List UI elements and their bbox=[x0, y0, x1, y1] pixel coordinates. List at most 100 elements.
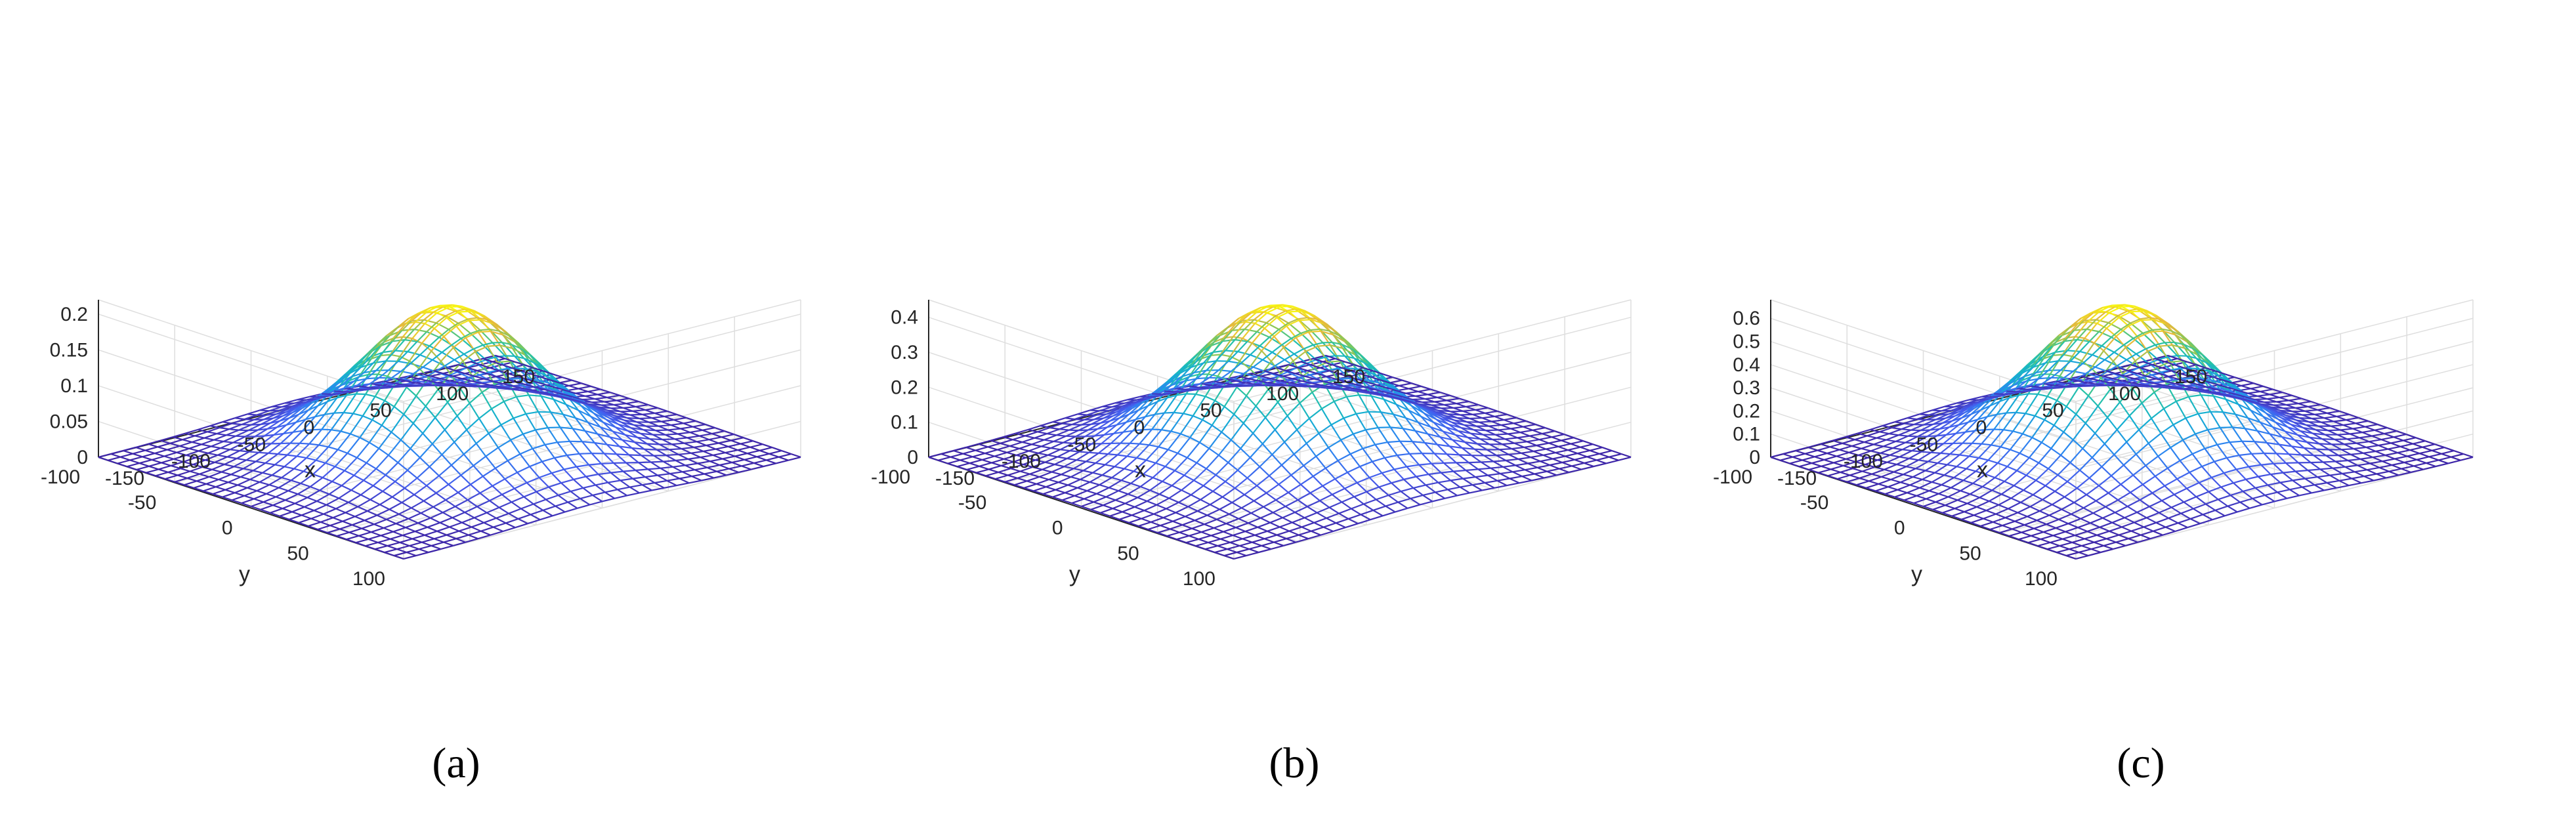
mesh-line-y bbox=[519, 389, 529, 393]
mesh-line-y bbox=[457, 318, 469, 324]
mesh-line-y bbox=[157, 446, 168, 451]
mesh-line-x bbox=[541, 457, 555, 462]
x-tick-label: 0 bbox=[304, 417, 315, 439]
mesh-line-y bbox=[1554, 430, 1565, 436]
mesh-line-y bbox=[476, 506, 488, 514]
mesh-line-y bbox=[406, 386, 417, 397]
mesh-line-y bbox=[293, 468, 304, 472]
mesh-line-y bbox=[1052, 421, 1063, 424]
mesh-line-x bbox=[1472, 481, 1485, 486]
mesh-line-x bbox=[2260, 388, 2273, 392]
mesh-line-y bbox=[625, 403, 636, 408]
mesh-line-y bbox=[222, 496, 232, 501]
wall-gridline-z bbox=[928, 421, 1235, 525]
mesh-line-y bbox=[1582, 440, 1594, 445]
mesh-line-y bbox=[1282, 304, 1293, 307]
mesh-line-x bbox=[1257, 522, 1271, 528]
mesh-line-x bbox=[488, 344, 501, 347]
mesh-line-y bbox=[1218, 360, 1229, 371]
mesh-line-y bbox=[1423, 412, 1434, 423]
mesh-line-y bbox=[665, 455, 677, 461]
mesh-line-y bbox=[1065, 417, 1075, 420]
mesh-line-y bbox=[289, 518, 299, 523]
mesh-line-x bbox=[1068, 424, 1082, 431]
mesh-line-y bbox=[1219, 508, 1230, 515]
mesh-line-x bbox=[270, 433, 284, 445]
mesh-line-y bbox=[718, 442, 728, 447]
mesh-line-x bbox=[575, 390, 589, 394]
mesh-line-x bbox=[1857, 428, 1870, 434]
mesh-line-x bbox=[716, 468, 730, 472]
mesh-line-x bbox=[179, 441, 192, 447]
mesh-line-y bbox=[335, 373, 347, 384]
mesh-line-y bbox=[635, 470, 646, 478]
mesh-line-y bbox=[362, 415, 373, 421]
mesh-line-x bbox=[1550, 461, 1563, 466]
mesh-line-x bbox=[1851, 441, 1865, 447]
mesh-line-x bbox=[2021, 415, 2036, 434]
mesh-line-y bbox=[1396, 390, 1406, 394]
mesh-line-y bbox=[566, 390, 576, 394]
mesh-line-x bbox=[198, 445, 211, 452]
y-tick-label: 100 bbox=[352, 568, 385, 590]
mesh-line-x bbox=[492, 478, 505, 487]
mesh-line-y bbox=[493, 380, 503, 385]
mesh-line-x bbox=[376, 369, 389, 371]
mesh-line-x bbox=[1504, 417, 1517, 421]
mesh-line-y bbox=[1322, 361, 1333, 366]
mesh-line-x bbox=[1128, 518, 1142, 523]
mesh-line-x bbox=[2025, 394, 2038, 414]
mesh-line-y bbox=[400, 439, 412, 449]
mesh-line-x bbox=[400, 422, 414, 441]
mesh-line-y bbox=[1370, 376, 1381, 381]
mesh-line-x bbox=[2119, 311, 2132, 318]
mesh-line-x bbox=[374, 376, 389, 397]
mesh-line-y bbox=[287, 490, 299, 495]
mesh-line-y bbox=[1611, 450, 1622, 455]
mesh-line-y bbox=[1208, 369, 1219, 379]
mesh-line-x bbox=[1881, 471, 1894, 478]
mesh-line-x bbox=[658, 424, 671, 427]
mesh-line-x bbox=[1252, 417, 1266, 434]
mesh-line-x bbox=[1959, 442, 1973, 456]
mesh-line-x bbox=[344, 457, 358, 472]
mesh-line-x bbox=[600, 426, 613, 432]
mesh-line-x bbox=[526, 411, 539, 415]
mesh-line-x bbox=[1183, 462, 1198, 476]
mesh-line-x bbox=[515, 379, 528, 383]
mesh-line-y bbox=[609, 436, 620, 447]
mesh-line-y bbox=[1096, 493, 1107, 498]
mesh-line-y bbox=[1340, 440, 1351, 455]
mesh-line-y bbox=[1372, 460, 1383, 474]
mesh-line-x bbox=[1191, 523, 1205, 529]
mesh-line-y bbox=[431, 443, 443, 455]
mesh-line-y bbox=[1102, 474, 1112, 479]
mesh-line-y bbox=[223, 440, 234, 443]
mesh-line-x bbox=[469, 392, 483, 404]
mesh-line-x bbox=[1567, 446, 1581, 451]
mesh-line-y bbox=[192, 441, 202, 445]
mesh-line-y bbox=[1341, 501, 1352, 510]
mesh-line-y bbox=[1435, 411, 1446, 417]
mesh-line-y bbox=[484, 378, 494, 382]
mesh-line-y bbox=[350, 489, 362, 496]
mesh-line-y bbox=[1053, 440, 1064, 443]
mesh-line-x bbox=[1089, 474, 1103, 483]
mesh-line-y bbox=[199, 473, 209, 478]
mesh-line-y bbox=[146, 472, 156, 477]
mesh-line-y bbox=[1175, 364, 1186, 375]
mesh-line-y bbox=[461, 522, 472, 528]
mesh-line-x bbox=[1897, 484, 1911, 491]
mesh-line-x bbox=[1178, 494, 1192, 503]
mesh-line-x bbox=[1110, 431, 1124, 444]
mesh-line-x bbox=[407, 350, 421, 356]
mesh-line-x bbox=[575, 417, 589, 423]
mesh-line-x bbox=[1259, 345, 1273, 353]
mesh-line-x bbox=[215, 481, 229, 488]
mesh-line-x bbox=[1334, 472, 1348, 480]
mesh-line-x bbox=[1170, 524, 1183, 530]
mesh-line-x bbox=[1040, 421, 1053, 427]
mesh-line-x bbox=[283, 421, 297, 434]
mesh-line-y bbox=[541, 387, 552, 391]
mesh-line-x bbox=[412, 534, 425, 540]
